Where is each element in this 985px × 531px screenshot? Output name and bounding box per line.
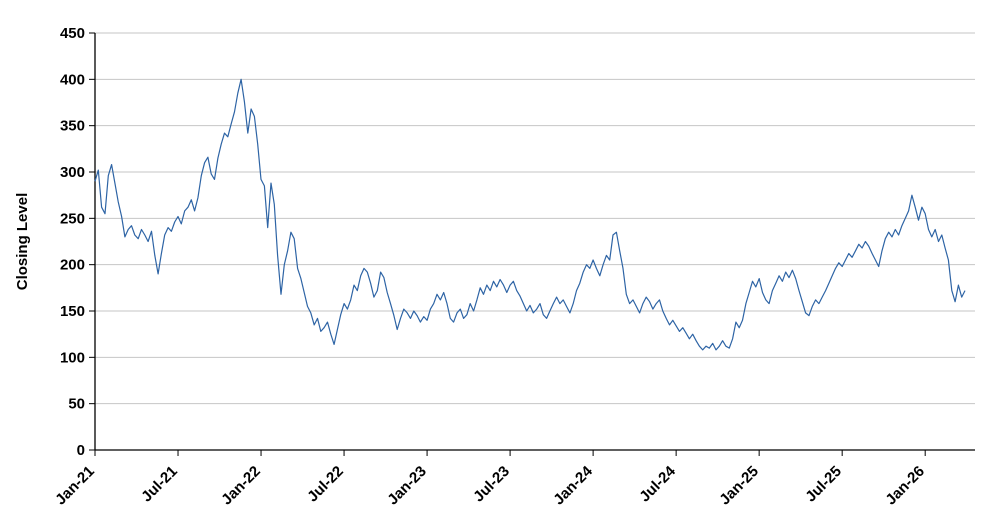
gridlines — [95, 32, 975, 405]
x-tick-label: Jan-25 — [716, 463, 762, 509]
x-tick-label: Jul-25 — [802, 463, 845, 506]
x-tick-label: Jan-22 — [218, 463, 264, 509]
y-tick-label: 200 — [60, 257, 85, 274]
x-tick-label: Jul-24 — [636, 462, 679, 505]
y-tick-label: 100 — [60, 349, 85, 366]
x-tick-label: Jan-26 — [882, 463, 928, 509]
y-tick-label: 0 — [77, 442, 85, 459]
y-tick-label: 450 — [60, 25, 85, 42]
y-tick-label: 150 — [60, 303, 85, 320]
series-line-closing-level — [94, 78, 966, 351]
x-tick-label: Jan-21 — [52, 463, 98, 509]
y-tick-label: 250 — [60, 210, 85, 227]
x-tick-label: Jul-23 — [470, 463, 513, 506]
y-tick-label: 300 — [60, 164, 85, 181]
x-tick-label: Jan-24 — [550, 462, 596, 508]
x-tick-label: Jul-21 — [138, 463, 181, 506]
x-tick-label: Jul-22 — [304, 463, 347, 506]
y-tick-label: 400 — [60, 71, 85, 88]
y-axis-title: Closing Level — [14, 193, 31, 291]
x-tick-label: Jan-23 — [384, 463, 430, 509]
y-tick-label: 350 — [60, 118, 85, 135]
y-axis: 0 50 100 150 200 250 300 350 400 450 — [60, 25, 95, 459]
y-tick-label: 50 — [68, 396, 85, 413]
x-axis: Jan-21 Jul-21 Jan-22 Jul-22 Jan-23 Jul-23 Jan-… — [52, 450, 928, 508]
